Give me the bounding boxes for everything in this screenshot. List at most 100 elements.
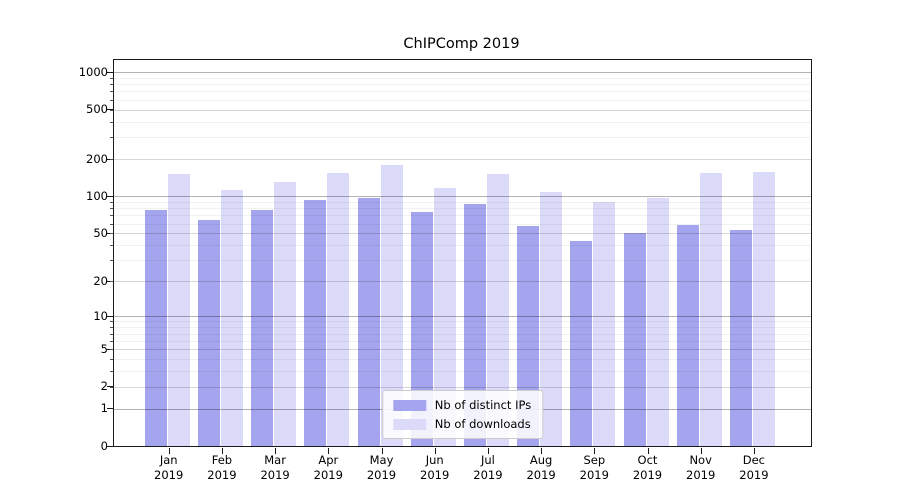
ytick-mark-1000 bbox=[107, 71, 113, 73]
xtick-mark-aug bbox=[541, 448, 543, 454]
year-text: 2019 bbox=[154, 467, 184, 482]
xtick-label-jan: Jan 2019 bbox=[137, 453, 201, 482]
bar-distinct-ips-may bbox=[357, 198, 380, 446]
xtick-mark-nov bbox=[700, 448, 702, 454]
year-text: 2019 bbox=[260, 467, 290, 482]
ytick-minor-mark-90 bbox=[110, 201, 113, 203]
xtick-mark-may bbox=[381, 448, 383, 454]
bar-downloads-nov bbox=[699, 172, 722, 446]
bar-downloads-mar bbox=[274, 182, 297, 446]
ytick-mark-100 bbox=[107, 195, 113, 197]
xtick-label-feb: Feb 2019 bbox=[190, 453, 254, 482]
ytick-minor-mark-8 bbox=[110, 327, 113, 329]
bar-downloads-apr bbox=[327, 172, 350, 446]
gridline-800 bbox=[114, 84, 811, 86]
ytick-minor-mark-50 bbox=[110, 233, 113, 235]
month-text: Dec bbox=[742, 453, 766, 467]
gridline-400 bbox=[114, 121, 811, 123]
ytick-label-0: 0 bbox=[100, 438, 108, 453]
ytick-minor-mark-30 bbox=[110, 260, 113, 262]
xtick-mark-dec bbox=[753, 448, 756, 454]
ytick-minor-mark-7 bbox=[110, 333, 113, 335]
xtick-label-apr: Apr 2019 bbox=[296, 453, 360, 482]
bar-downloads-sep bbox=[593, 201, 616, 446]
month-text: Sep bbox=[583, 453, 606, 467]
ytick-minor-mark-900 bbox=[110, 77, 113, 79]
xtick-label-jun: Jun 2019 bbox=[403, 453, 467, 482]
xtick-label-mar: Mar 2019 bbox=[243, 453, 307, 482]
month-text: Feb bbox=[211, 453, 233, 467]
ytick-minor-mark-800 bbox=[110, 84, 113, 86]
ytick-label-10: 10 bbox=[93, 308, 108, 323]
chart-title: ChIPComp 2019 bbox=[403, 36, 520, 52]
xtick-mark-jul bbox=[487, 448, 490, 454]
bar-distinct-ips-feb bbox=[197, 220, 220, 446]
ytick-label-1000: 1000 bbox=[78, 64, 108, 79]
ytick-minor-mark-200 bbox=[110, 159, 113, 160]
legend-item-downloads: Nb of downloads bbox=[392, 417, 531, 431]
month-text: Apr bbox=[318, 453, 339, 467]
xtick-label-sep: Sep 2019 bbox=[562, 453, 626, 482]
bar-distinct-ips-mar bbox=[251, 210, 274, 446]
bar-distinct-ips-jan bbox=[144, 209, 167, 446]
ytick-minor-mark-20 bbox=[110, 281, 113, 283]
xtick-label-dec: Dec 2019 bbox=[722, 453, 786, 482]
month-text: Mar bbox=[264, 453, 286, 467]
month-text: Jun bbox=[425, 453, 444, 467]
xtick-mark-jan bbox=[168, 448, 170, 454]
ytick-mark-1 bbox=[107, 408, 113, 410]
ytick-mark-0 bbox=[107, 445, 113, 447]
bar-distinct-ips-nov bbox=[676, 225, 699, 446]
xtick-mark-mar bbox=[275, 448, 277, 454]
xtick-mark-feb bbox=[221, 448, 224, 454]
legend-swatch-distinct-ips bbox=[392, 399, 426, 411]
bar-downloads-jan bbox=[167, 174, 190, 446]
xtick-label-may: May 2019 bbox=[350, 453, 414, 482]
legend-swatch-downloads bbox=[392, 418, 426, 430]
year-text: 2019 bbox=[526, 467, 556, 482]
bar-distinct-ips-oct bbox=[623, 233, 646, 446]
ytick-minor-mark-500 bbox=[110, 109, 113, 111]
ytick-label-200: 200 bbox=[86, 151, 108, 166]
year-text: 2019 bbox=[473, 467, 503, 482]
xtick-mark-jun bbox=[434, 448, 436, 454]
xtick-label-oct: Oct 2019 bbox=[616, 453, 680, 482]
month-text: Jan bbox=[159, 453, 178, 467]
month-text: May bbox=[369, 453, 394, 467]
ytick-minor-mark-9 bbox=[110, 321, 113, 323]
gridline-700 bbox=[114, 91, 811, 93]
legend-item-distinct-ips: Nb of distinct IPs bbox=[392, 398, 531, 412]
ytick-minor-mark-3 bbox=[110, 371, 113, 372]
xtick-mark-oct bbox=[647, 448, 649, 454]
ytick-minor-mark-700 bbox=[110, 91, 113, 93]
xtick-label-nov: Nov 2019 bbox=[669, 453, 733, 482]
year-text: 2019 bbox=[207, 467, 237, 482]
bar-distinct-ips-dec bbox=[729, 230, 752, 446]
xtick-label-aug: Aug 2019 bbox=[509, 453, 573, 482]
ytick-minor-mark-40 bbox=[110, 245, 113, 246]
xtick-mark-apr bbox=[328, 448, 330, 454]
xtick-mark-sep bbox=[594, 448, 596, 454]
month-text: Jul bbox=[480, 453, 495, 467]
month-text: Aug bbox=[529, 453, 553, 467]
plot-area: Nb of distinct IPs Nb of downloads 0 1 2 5 1… bbox=[79, 59, 812, 482]
year-text: 2019 bbox=[632, 467, 663, 482]
ytick-label-50: 50 bbox=[93, 225, 108, 240]
month-text: Nov bbox=[689, 453, 712, 467]
year-text: 2019 bbox=[366, 467, 397, 482]
ytick-minor-mark-300 bbox=[110, 137, 113, 139]
year-text: 2019 bbox=[579, 467, 609, 482]
year-text: 2019 bbox=[313, 467, 343, 482]
bar-downloads-dec bbox=[752, 172, 775, 446]
ytick-minor-mark-600 bbox=[110, 99, 113, 101]
xtick-label-jul: Jul 2019 bbox=[456, 453, 520, 482]
ytick-minor-mark-80 bbox=[110, 208, 113, 210]
legend: Nb of distinct IPs Nb of downloads bbox=[381, 390, 544, 439]
ytick-mark-10 bbox=[107, 315, 113, 317]
bar-distinct-ips-jul bbox=[463, 203, 486, 446]
gridline-200 bbox=[114, 159, 811, 160]
ytick-minor-mark-6 bbox=[110, 340, 113, 342]
bar-downloads-jul bbox=[486, 173, 509, 446]
ytick-minor-mark-70 bbox=[110, 215, 113, 217]
